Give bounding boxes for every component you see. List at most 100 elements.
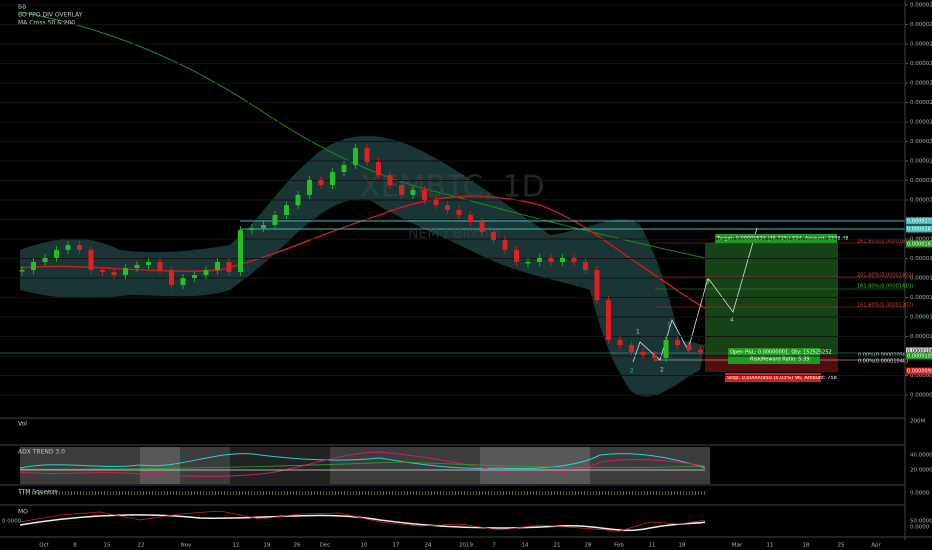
ratio-text: Risk/Reward Ratio: 5.39 (750, 357, 810, 363)
price-label-box (906, 367, 932, 375)
candle-body (640, 351, 646, 356)
adx-di-minus (19, 451, 706, 477)
y-tick-label: 0.00002800 (910, 3, 932, 9)
x-tick-label: Dec (320, 543, 331, 549)
x-tick-label: Feb (614, 543, 624, 549)
y-tick-label: 0.00002100 (910, 139, 932, 145)
candle-body (387, 175, 393, 186)
x-tick-label: Oct (39, 543, 49, 549)
x-tick-label: 21 (554, 543, 561, 549)
y-tick-label: 0.00000800 (910, 392, 932, 398)
watermark-name: NEM / Bitcoin (408, 226, 501, 242)
adx-trend (19, 461, 706, 470)
adx-band (230, 447, 330, 484)
candle-body (19, 270, 25, 272)
ma-50 (19, 195, 706, 309)
candle-body (376, 162, 381, 176)
candle-body (583, 262, 588, 271)
pane-tick-label: 200M (910, 419, 925, 425)
y-tick-label: 0.00002000 (910, 159, 932, 165)
y-tick-label: 0.00001900 (910, 178, 932, 184)
target-zone (705, 243, 838, 355)
candle-body (157, 262, 163, 271)
candle-body (65, 245, 71, 250)
price-label-box (906, 347, 932, 355)
fib-label: 161.80%(0.00001410) (857, 284, 913, 290)
y-tick-label: 0.00001600 (910, 237, 932, 243)
candles (19, 143, 703, 362)
x-tick-label: Apr (871, 543, 881, 549)
elliott-wave (632, 227, 758, 363)
candle-body (594, 270, 600, 301)
pane-tick-label: 0.0000 (910, 491, 930, 497)
wave-label: 3 (706, 279, 710, 286)
candle-body (353, 147, 358, 165)
candle-body (111, 271, 117, 276)
candle-body (272, 215, 278, 225)
candle-body (88, 249, 94, 271)
y-tick-label: 0.00001300 (910, 295, 932, 301)
y-tick-label: 0.00002300 (910, 100, 932, 106)
wave-label: 1 (636, 329, 640, 336)
price-label: 0.00000950 (907, 369, 932, 375)
indicator-label: MA Cross 50 & 200 (18, 20, 75, 27)
x-tick-label: 19 (264, 543, 271, 549)
price-label-box (906, 225, 932, 233)
wave-label: 4 (730, 317, 734, 324)
candle-body (571, 257, 577, 263)
mo-signal (19, 514, 706, 532)
mo-line (19, 510, 706, 532)
x-tick-label: 18 (803, 543, 810, 549)
x-tick-label: 11 (767, 543, 774, 549)
pane-title: TTM Squeeze (17, 489, 58, 496)
x-tick-label: Mar (732, 543, 743, 549)
candle-body (341, 164, 347, 172)
candle-body (410, 190, 416, 195)
candle-body (295, 194, 301, 206)
candle-body (31, 262, 36, 271)
fib-label: 261.80%(0.00001658) (857, 239, 913, 245)
candle-body (537, 257, 542, 263)
y-tick-label: 0.00002700 (910, 22, 932, 28)
candle-body (100, 270, 105, 272)
y-tick-label: 0.00000900 (910, 373, 932, 379)
adx-di-plus (19, 453, 706, 469)
pane-title: MO (18, 509, 28, 516)
candle-body (629, 345, 634, 352)
fib-label: 0.00%(0.00001058) (858, 353, 908, 359)
candle-body (226, 262, 232, 272)
price-label-box (906, 240, 932, 248)
x-tick-label: 26 (294, 543, 301, 549)
wave-label: 2 (660, 367, 664, 374)
y-tick-label: 0.00002400 (910, 81, 932, 87)
pane-title: Vol (18, 421, 27, 428)
y-tick-label: 0.00001200 (910, 315, 932, 321)
x-tick-label: 17 (393, 543, 400, 549)
candle-body (399, 185, 404, 195)
x-tick-label: 28 (585, 543, 592, 549)
price-label: 0.00001050 (907, 354, 932, 360)
x-tick-label: 11 (649, 543, 656, 549)
candle-body (238, 230, 243, 272)
x-tick-label: 18 (679, 543, 686, 549)
fib-label: 161.80%(0.00001302) (857, 303, 913, 309)
wave-label: 2 (630, 368, 634, 375)
y-tick-label: 0.00001500 (910, 256, 932, 262)
y-tick-label: 0.00001100 (910, 334, 932, 340)
candle-body (652, 355, 657, 358)
pane-left-label: 0.0000 (2, 519, 22, 525)
wave-label: 1 (667, 322, 671, 329)
pane-tick-label: 50.0000 (910, 519, 932, 525)
y-tick-label: 0.00002200 (910, 120, 932, 126)
x-tick-label: 24 (425, 543, 432, 549)
candle-body (422, 190, 427, 201)
x-tick-label: 7 (492, 543, 496, 549)
x-tick-label: 10 (361, 543, 368, 549)
candle-body (479, 222, 485, 233)
indicator-label: BO PPO DIV OVERLAY (18, 12, 83, 19)
candle-body (169, 270, 174, 286)
y-tick-label: 0.00001400 (910, 276, 932, 282)
candle-body (42, 257, 48, 263)
y-tick-label: 0.00001800 (910, 198, 932, 204)
